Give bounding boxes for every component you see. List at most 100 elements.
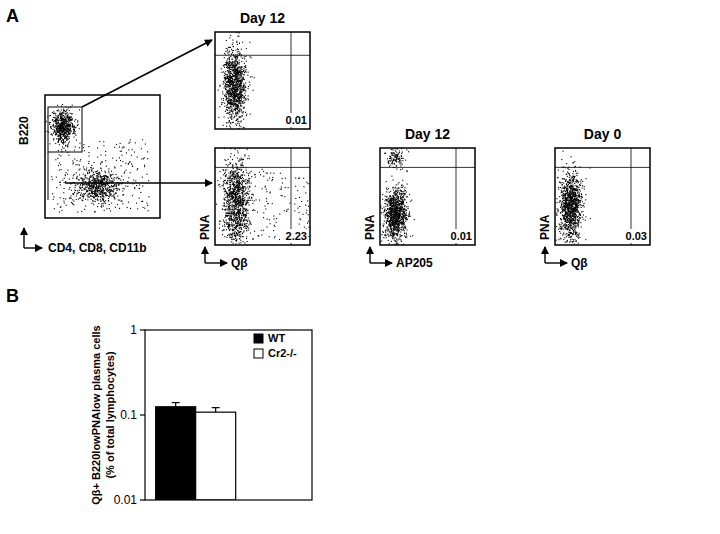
event-dot [235, 95, 236, 96]
event-dot [237, 57, 238, 58]
event-dot [63, 124, 64, 125]
event-dot [61, 124, 62, 125]
event-dot [66, 138, 67, 139]
event-dot [73, 194, 74, 195]
event-dot [57, 119, 58, 120]
event-dot [110, 210, 111, 211]
event-dot [67, 132, 68, 133]
event-dot [59, 127, 60, 128]
event-dot [108, 196, 109, 197]
event-dot [57, 110, 58, 111]
event-dot [240, 78, 241, 79]
event-dot [58, 136, 59, 137]
event-dot [91, 203, 92, 204]
event-dot [82, 200, 83, 201]
event-dot [97, 191, 98, 192]
event-dot [99, 193, 100, 194]
event-dot [236, 79, 237, 80]
event-dot [59, 113, 60, 114]
axis-label: B220 [17, 116, 31, 145]
event-dot [57, 123, 58, 124]
event-dot [237, 72, 238, 73]
event-dot [69, 120, 70, 121]
event-dot [65, 126, 66, 127]
event-dot [236, 95, 237, 96]
event-dot [230, 65, 231, 66]
event-dot [66, 138, 67, 139]
event-dot [63, 128, 64, 129]
event-dot [105, 172, 106, 173]
event-dot [82, 185, 83, 186]
event-dot [101, 178, 102, 179]
event-dot [140, 192, 141, 193]
event-dot [46, 121, 47, 122]
event-dot [63, 128, 64, 129]
event-dot [62, 126, 63, 127]
event-dot [228, 87, 229, 88]
event-dot [65, 119, 66, 120]
event-dot [72, 125, 73, 126]
event-dot [233, 94, 234, 95]
event-dot [231, 93, 232, 94]
event-dot [68, 130, 69, 131]
event-dot [231, 93, 232, 94]
event-dot [103, 188, 104, 189]
event-dot [56, 129, 57, 130]
event-dot [69, 130, 70, 131]
event-dot [93, 197, 94, 198]
event-dot [105, 195, 106, 196]
event-dot [229, 96, 230, 97]
event-dot [96, 187, 97, 188]
event-dot [82, 196, 83, 197]
event-dot [103, 190, 104, 191]
event-dot [62, 123, 63, 124]
event-dot [239, 64, 240, 65]
event-dot [133, 180, 134, 181]
event-dot [229, 37, 230, 38]
event-dot [63, 121, 64, 122]
event-dot [235, 95, 236, 96]
event-dot [66, 137, 67, 138]
event-dot [240, 90, 241, 91]
event-dot [68, 133, 69, 134]
event-dot [107, 177, 108, 178]
event-dot [70, 119, 71, 120]
event-dot [229, 71, 230, 72]
event-dot [63, 144, 64, 145]
event-dot [62, 128, 63, 129]
event-dot [237, 74, 238, 75]
event-dot [111, 178, 112, 179]
event-dot [107, 179, 108, 180]
event-dot [83, 184, 84, 185]
event-dot [225, 77, 226, 78]
event-dot [112, 180, 113, 181]
event-dot [63, 122, 64, 123]
event-dot [89, 184, 90, 185]
event-dot [98, 180, 99, 181]
event-dot [54, 132, 55, 133]
event-dot [244, 85, 245, 86]
event-dot [125, 170, 126, 171]
event-dot [219, 85, 220, 86]
event-dot [58, 141, 59, 142]
event-dot [89, 180, 90, 181]
event-dot [69, 130, 70, 131]
event-dot [89, 169, 90, 170]
event-dot [226, 97, 227, 98]
event-dot [89, 186, 90, 187]
event-dot [121, 201, 122, 202]
figure: AB220CD4, CD8, CD11b0.01Day 122.23PNAQβ0… [0, 0, 720, 534]
event-dot [75, 127, 76, 128]
event-dot [55, 119, 56, 120]
event-dot [242, 89, 243, 90]
event-dot [59, 134, 60, 135]
event-dot [56, 119, 57, 120]
event-dot [53, 121, 54, 122]
event-dot [66, 120, 67, 121]
event-dot [56, 115, 57, 116]
event-dot [93, 174, 94, 175]
event-dot [59, 138, 60, 139]
event-dot [228, 78, 229, 79]
event-dot [231, 118, 232, 119]
event-dot [65, 111, 66, 112]
